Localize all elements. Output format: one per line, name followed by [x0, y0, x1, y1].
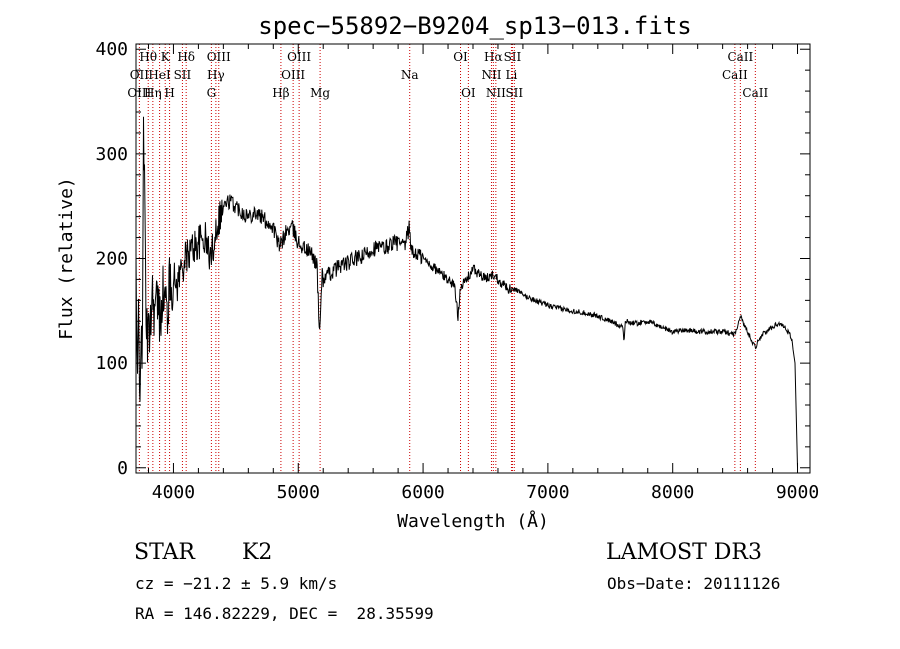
marker-label: OIII: [281, 68, 305, 82]
marker-label: SII: [505, 86, 523, 100]
x-tick-label: 5000: [277, 482, 320, 503]
coordinates-readout: RA = 146.82229, DEC = 28.35599: [135, 604, 434, 623]
marker-label: CaII: [727, 50, 753, 64]
y-tick-label: 300: [95, 144, 128, 165]
marker-label: OI: [453, 50, 468, 64]
marker-label: OIII: [127, 86, 151, 100]
marker-label: Hα: [484, 50, 503, 64]
marker-label: NII: [486, 86, 506, 100]
marker-label: Li: [506, 68, 518, 82]
marker-label: Hδ: [177, 50, 195, 64]
plot-frame: [135, 43, 811, 474]
y-tick-label: 100: [95, 353, 128, 374]
object-class: STAR: [134, 540, 195, 565]
y-tick-label: 400: [95, 39, 128, 60]
marker-label: Hγ: [207, 68, 225, 82]
x-tick-label: 8000: [651, 482, 694, 503]
y-axis: 0 100 200 300 400: [95, 39, 810, 479]
marker-label: Hθ: [139, 50, 157, 64]
x-tick-label: 4000: [152, 482, 195, 503]
x-tick-label: 7000: [526, 482, 569, 503]
marker-label: OII: [130, 68, 150, 82]
survey-label: LAMOST DR3: [606, 540, 762, 565]
marker-label: Na: [401, 68, 419, 82]
chart-title: spec−55892−B9204_sp13−013.fits: [258, 12, 691, 40]
redshift-readout: cz = −21.2 ± 5.9 km/s: [135, 574, 338, 593]
marker-label: Hβ: [272, 86, 289, 100]
marker-label: SII: [504, 50, 522, 64]
x-axis: 4000 5000 6000 7000 8000 9000: [147, 44, 819, 503]
marker-label: CaII: [742, 86, 768, 100]
marker-label: CaII: [722, 68, 748, 82]
marker-label: OI: [461, 86, 476, 100]
marker-label: K: [161, 50, 171, 64]
marker-label: OIII: [207, 50, 231, 64]
marker-label: NII: [481, 68, 501, 82]
marker-label: HeI: [148, 68, 171, 82]
marker-label: Mg: [310, 86, 330, 100]
x-axis-label: Wavelength (Å): [397, 510, 549, 532]
spectrum-line: [135, 116, 798, 468]
object-subclass: K2: [242, 540, 273, 565]
y-tick-label: 200: [95, 249, 128, 270]
marker-label: Hη: [144, 86, 162, 100]
marker-label: SII: [174, 68, 192, 82]
obs-date: Obs−Date: 20111126: [607, 574, 781, 593]
y-axis-label: Flux (relative): [56, 177, 77, 340]
x-tick-label: 6000: [401, 482, 444, 503]
marker-label: H: [164, 86, 174, 100]
x-tick-label: 9000: [776, 482, 819, 503]
y-tick-label: 0: [117, 458, 128, 479]
marker-label: OIII: [287, 50, 311, 64]
marker-label: G: [207, 86, 217, 100]
